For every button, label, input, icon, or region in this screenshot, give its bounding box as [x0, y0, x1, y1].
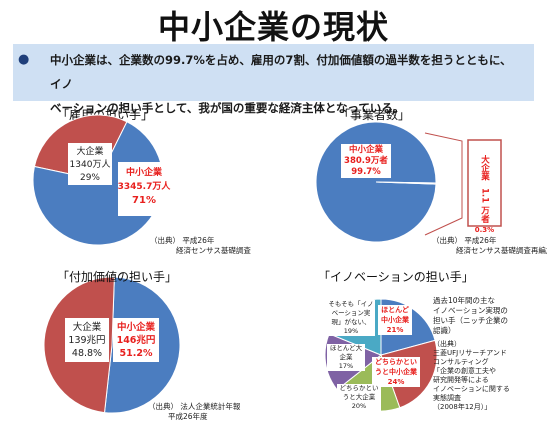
- value-large-label-box: [65, 318, 109, 362]
- business-sme-name: 中小企業: [348, 145, 383, 155]
- innovation-label-rather-large: どちらかというと大企業 20%: [337, 384, 381, 411]
- value-large-pct: 48.8%: [71, 348, 103, 359]
- employment-sme-label: 中小企業 3345.7万人 71%: [116, 166, 172, 208]
- innovation-source-line4: 「企業の創意工夫や: [433, 367, 496, 375]
- value-sme-label-box: [113, 318, 159, 362]
- business-source-line1: （出典） 平成26年: [432, 236, 497, 245]
- innovation-label-rather-large-pct: 20%: [351, 402, 367, 410]
- business-large-label: 大企業 1.1 万者 0.3%: [469, 148, 500, 236]
- innovation-label-rather-sme-pct: 24%: [387, 378, 405, 386]
- innovation-label-none-pct: 19%: [343, 327, 359, 335]
- business-sme-value: 380.9万者: [344, 156, 388, 166]
- business-large-name: 大企業: [479, 155, 490, 181]
- innovation-label-mostly-large-name: ほとんど大企業: [329, 344, 363, 361]
- innovation-label-rather-sme: どちらかというと中小企業 24%: [372, 357, 420, 387]
- business-count-source: （出典） 平成26年 経済センサス基礎調査再編加工: [432, 236, 547, 256]
- value-sme-value: 146兆円: [116, 335, 156, 346]
- innovation-label-mostly-sme-name: ほとんど中小企業: [381, 306, 409, 324]
- innovation-note-line1: 過去10年間の主な: [433, 296, 496, 305]
- innovation-label-rather-sme-name: どちらかというと中小企業: [375, 358, 417, 376]
- innovation-note-line2: イノベーション実現の: [433, 306, 508, 315]
- innovation-source: （出典） 三菱UFJリサーチアンド コンサルティング 「企業の創意工夫や 研究開…: [433, 340, 510, 412]
- employment-source: （出典） 平成26年 経済センサス基礎調査: [150, 236, 251, 256]
- employment-large-pct: 29%: [79, 173, 100, 183]
- business-large-value: 1.1 万者: [479, 188, 490, 224]
- innovation-label-mostly-sme-pct: 21%: [386, 326, 404, 334]
- value-added-chart-title: 「付加価値の担い手」: [57, 270, 178, 284]
- employment-sme-pct: 71%: [132, 195, 156, 206]
- employment-large-label: 大企業 1340万人 29%: [68, 146, 112, 185]
- value-source-line2: 平成26年度: [168, 412, 208, 421]
- summary-banner: [13, 44, 534, 101]
- employment-sme-name: 中小企業: [125, 168, 162, 178]
- innovation-source-line1: （出典）: [433, 340, 461, 348]
- employment-source-line2: 経済センサス基礎調査: [176, 246, 251, 255]
- value-source-line1: （出典） 法人企業統計年報: [148, 402, 241, 411]
- summary-line-1: 中小企業は、企業数の99.7%を占め、雇用の7割、付加価値額の過半数を担うととも…: [50, 53, 512, 91]
- employment-large-value: 1340万人: [69, 160, 111, 170]
- innovation-label-none-name: そもそも「イノベーション実現」がない: [328, 300, 374, 326]
- innovation-label-mostly-sme: ほとんど中小企業 21%: [378, 305, 412, 335]
- value-large-label: 大企業 139兆円 48.8%: [65, 321, 109, 360]
- business-source-line2: 経済センサス基礎調査再編加工: [456, 246, 547, 255]
- business-large-pct: 0.3%: [474, 226, 495, 234]
- value-large-value: 139兆円: [68, 335, 106, 346]
- value-added-source: （出典） 法人企業統計年報 平成26年度: [148, 402, 240, 422]
- innovation-chart-title: 「イノベーションの担い手」: [318, 270, 474, 284]
- employment-large-label-box: [68, 143, 112, 185]
- innovation-source-line5: 研究開発等による: [433, 376, 489, 384]
- business-count-pie: [315, 121, 437, 243]
- business-count-chart-title: 「事業者数」: [338, 108, 411, 122]
- business-sme-label-box: [341, 144, 391, 178]
- innovation-source-line6: イノベーションに関する: [433, 385, 510, 393]
- innovation-note: 過去10年間の主な イノベーション実現の 担い手（ニッチ企業の 認識）: [433, 296, 508, 336]
- employment-sme-label-box: [118, 162, 170, 216]
- innovation-label-rather-large-name: どちらかというと大企業: [339, 384, 379, 401]
- business-large-callout-line: [424, 132, 463, 236]
- innovation-source-line2: 三菱UFJリサーチアンド: [433, 349, 507, 357]
- value-sme-label: 中小企業 146兆円 51.2%: [113, 321, 159, 360]
- summary-line-2: ベーションの担い手として、我が国の重要な経済主体となっている。: [50, 101, 405, 115]
- innovation-source-line3: コンサルティング: [433, 358, 489, 366]
- value-large-name: 大企業: [72, 322, 102, 333]
- value-sme-pct: 51.2%: [119, 348, 153, 359]
- business-large-slice: [375, 181, 437, 185]
- business-large-label-box: [467, 139, 502, 227]
- business-sme-label: 中小企業 380.9万者 99.7%: [341, 145, 391, 178]
- innovation-source-line7: 実態調査: [433, 394, 461, 402]
- innovation-label-mostly-large-pct: 17%: [338, 362, 354, 370]
- bullet-icon: ●: [18, 52, 30, 67]
- innovation-note-line4: 認識）: [433, 326, 456, 335]
- employment-source-line1: （出典） 平成26年: [150, 236, 215, 245]
- business-sme-pct: 99.7%: [351, 167, 381, 177]
- page-title: 中小企業の現状: [157, 8, 389, 46]
- innovation-label-mostly-large: ほとんど大企業 17%: [327, 344, 365, 371]
- innovation-note-line3: 担い手（ニッチ企業の: [433, 316, 508, 325]
- employment-sme-value: 3345.7万人: [117, 182, 171, 192]
- innovation-label-none: そもそも「イノベーション実現」がない、19%: [327, 300, 375, 336]
- value-sme-name: 中小企業: [116, 322, 155, 333]
- summary-text: 中小企業は、企業数の99.7%を占め、雇用の7割、付加価値額の過半数を担うととも…: [50, 48, 520, 120]
- employment-large-name: 大企業: [76, 147, 104, 157]
- innovation-source-line8: （2008年12月）」: [433, 403, 492, 411]
